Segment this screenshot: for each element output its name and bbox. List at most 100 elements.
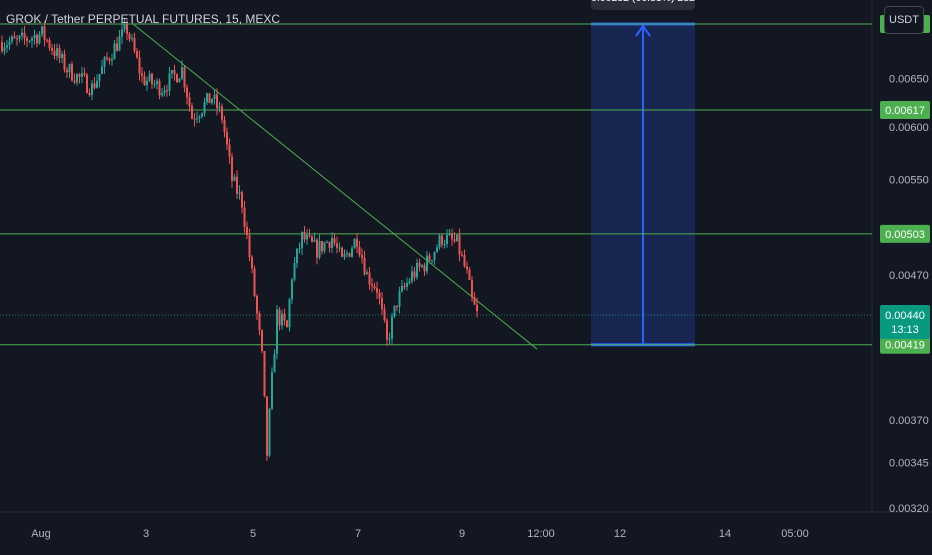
candle-body [256,295,258,314]
level-price-label: 0.00419 [885,340,925,352]
candle-body [476,304,478,312]
candle-body [323,242,326,252]
candle-body [51,47,53,51]
candle-body [461,254,463,256]
candle-body [223,119,226,133]
price-range-label: 0.00282 (66.83%) 282 [591,0,695,4]
candle-body [161,93,163,96]
current-price-label: 0.00440 [885,310,925,322]
candle-body [196,118,198,120]
candle-body [423,265,426,272]
current-price-tag [880,305,930,340]
candle-body [58,48,61,58]
candle-body [413,271,416,278]
candle-body [28,40,31,42]
candle-body [231,156,233,181]
candle-body [148,73,151,81]
candle-body [23,32,26,39]
candle-body [421,265,423,267]
candle-body [246,226,248,236]
candle-body [376,288,378,293]
candle-body [138,57,141,74]
candle-body [18,35,21,39]
candle-body [221,106,223,120]
candle-body [396,305,398,307]
candle-body [186,87,188,98]
candle-body [1,42,3,52]
candle-body [61,53,63,58]
candle-body [71,64,73,81]
candle-body [251,257,253,269]
candle-body [126,24,128,34]
y-tick-label: 0.00320 [889,503,929,515]
y-tick-label: 0.00345 [889,458,929,470]
candle-body [171,70,173,74]
candle-body [8,41,11,46]
candle-body [38,34,41,44]
trend-line[interactable] [131,22,538,350]
candle-body [268,408,271,456]
candle-body [158,80,161,96]
candle-body [183,67,186,88]
candle-body [63,53,66,71]
candle-body [121,29,123,37]
candle-body [26,38,28,42]
candle-body [43,26,46,40]
x-tick-label: 7 [355,528,361,540]
candle-body [473,297,476,305]
candle-body [433,252,436,261]
candle-body [308,234,311,237]
candle-body [153,83,156,85]
candle-body [313,239,316,242]
candle-body [471,279,473,298]
candle-body [166,90,168,92]
candle-body [463,255,466,267]
candle-body [188,97,191,107]
candle-body [366,272,368,275]
candle-body [266,396,268,456]
candle-body [321,241,323,252]
candle-body [258,313,261,331]
candle-body [31,38,33,41]
candle-body [333,238,336,244]
candle-body [363,257,366,275]
candle-body [106,57,108,59]
x-tick-label: 12 [614,528,626,540]
candle-body [101,66,103,74]
candle-body [293,263,296,280]
candle-body [176,74,178,83]
candle-body [181,67,183,79]
currency-button[interactable]: USDT [884,6,924,34]
candle-body [418,262,421,267]
candle-body [291,279,293,300]
candle-body [298,248,301,250]
candle-body [466,266,468,270]
candle-body [428,255,431,261]
candle-body [373,286,376,289]
candle-body [393,305,396,317]
candle-body [411,271,413,282]
candle-body [398,291,401,307]
candle-body [211,98,213,104]
x-tick-label: Aug [31,528,51,540]
x-tick-label: 12:00 [527,528,555,540]
candle-body [206,93,208,102]
candle-body [248,235,251,258]
candle-body [351,248,353,257]
candle-body [123,24,126,30]
candle-body [446,234,448,245]
candle-body [283,313,286,321]
candle-body [306,234,308,240]
candle-body [458,234,461,255]
candle-body [163,90,166,94]
candle-body [456,234,458,242]
candle-body [236,176,238,194]
candle-body [238,192,241,194]
candle-body [391,316,393,339]
candle-body [388,338,391,340]
candle-body [3,47,6,52]
candle-body [281,313,283,326]
candle-body [203,101,206,114]
y-tick-label: 0.00470 [889,270,929,282]
